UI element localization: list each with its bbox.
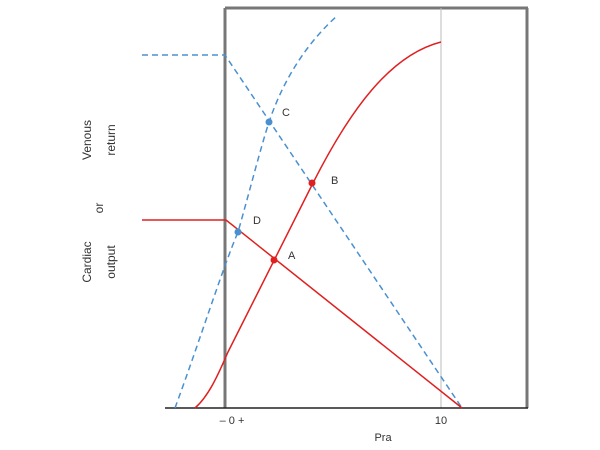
cardiac-function-curve-dashed [174, 14, 339, 409]
point-label: D [253, 215, 261, 227]
x-tick-label: 10 [435, 415, 447, 427]
point-marker [265, 118, 273, 126]
point-marker [270, 256, 278, 264]
y-axis-label: output [104, 245, 118, 279]
point-marker [308, 179, 316, 187]
x-tick-label: – 0 + [220, 415, 245, 427]
venous-return-curve [142, 219, 463, 409]
point-label: B [331, 175, 338, 187]
y-axis-label: Cardiac [80, 241, 94, 282]
y-axis-label: Venous [80, 120, 94, 160]
point-label: C [282, 107, 290, 119]
x-axis-label: Pra [374, 432, 392, 444]
point-label: A [288, 250, 296, 262]
y-axis-label: or [92, 203, 106, 214]
point-marker [234, 228, 242, 236]
y-axis-label: return [104, 124, 118, 155]
cardiac-function-curve [194, 41, 442, 409]
venous-return-curve-dashed [142, 54, 463, 409]
